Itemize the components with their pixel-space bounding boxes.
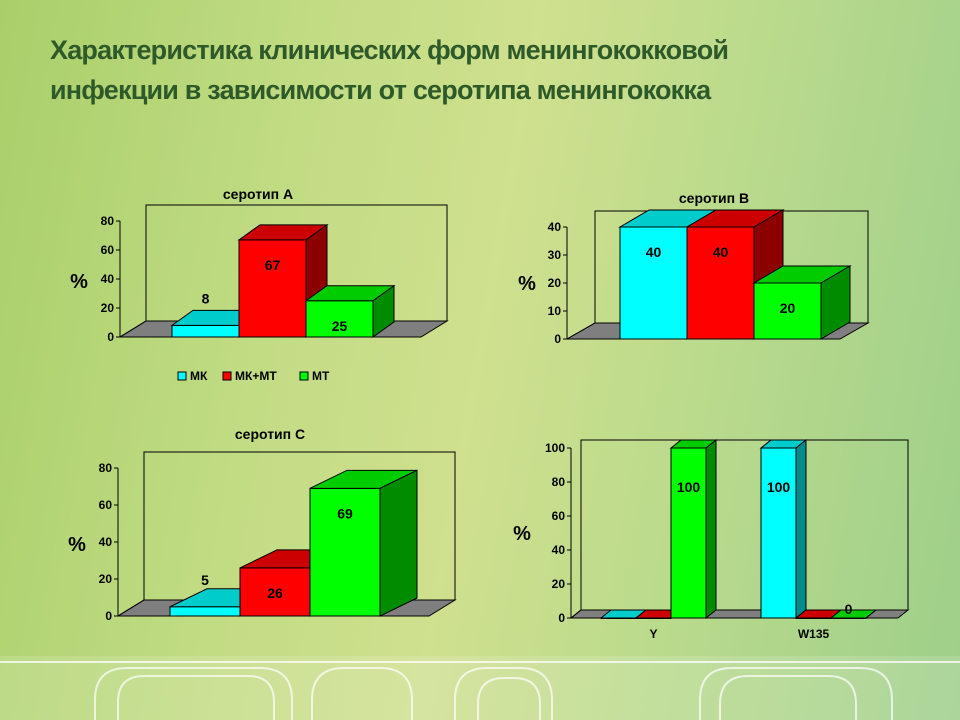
bar [239, 567, 311, 617]
y-tick-label: 60 [99, 498, 113, 512]
bar-side [865, 609, 877, 619]
bar [238, 239, 307, 338]
y-tick-label: 100 [545, 441, 565, 455]
y-tick-label: 40 [99, 535, 113, 549]
y-axis-depth [117, 599, 145, 617]
y-tick-label: 0 [105, 609, 112, 623]
bar-side [705, 438, 717, 620]
y-tick-label: 80 [101, 214, 115, 228]
data-label: 25 [332, 318, 348, 334]
y-tick-label: 60 [101, 243, 115, 257]
title-line-1: Характеристика клинических форм менингок… [50, 35, 729, 65]
y-tick-label: 40 [101, 272, 115, 286]
y-axis-label: % [68, 534, 86, 556]
y-axis-depth [566, 322, 596, 340]
y-tick-label: 80 [99, 461, 113, 475]
y-tick-label: 30 [548, 248, 562, 262]
bar [760, 447, 797, 619]
chart-title: серотип В [679, 190, 749, 206]
chart-serotype-c: 0 20 40 60 80 серотип С% 5 26 69 [68, 426, 457, 623]
page-title: Характеристика клинических форм менингок… [50, 30, 910, 110]
y-tick-label: 60 [552, 509, 566, 523]
legend-swatch [222, 371, 232, 381]
bar [305, 300, 374, 338]
y-axis-label: % [518, 273, 536, 295]
x-tick-label: Y [649, 627, 657, 641]
chart-serotypes-y-w135: 0 20 40 60 80 100% 100 Y 100 0 W135 [513, 438, 910, 641]
data-label: 0 [845, 601, 853, 617]
legend-label: МТ [312, 369, 330, 383]
y-tick-label: 0 [554, 332, 561, 346]
y-axis-label: % [70, 271, 88, 293]
y-tick-label: 20 [101, 301, 115, 315]
bar-side [820, 265, 851, 340]
x-tick-label: W135 [798, 627, 830, 641]
bar [309, 487, 381, 617]
data-label: 40 [713, 244, 729, 260]
title-line-2: инфекции в зависимости от серотипа менин… [50, 75, 711, 105]
legend-label: МК+МТ [235, 369, 277, 383]
y-axis-depth [119, 320, 147, 338]
data-label: 100 [767, 479, 791, 495]
y-tick-label: 20 [552, 577, 566, 591]
y-tick-label: 10 [548, 304, 562, 318]
y-tick-label: 0 [107, 330, 114, 344]
chart-title: серотип А [223, 186, 293, 202]
y-tick-label: 20 [99, 572, 113, 586]
data-label: 20 [780, 300, 796, 316]
legend-swatch [299, 371, 309, 381]
data-label: 5 [201, 572, 209, 588]
data-label: 40 [646, 244, 662, 260]
y-axis-depth [570, 609, 582, 619]
bar-side [379, 469, 418, 617]
y-tick-label: 80 [552, 475, 566, 489]
bar [686, 226, 755, 340]
data-label: 26 [267, 585, 283, 601]
bar [670, 447, 707, 619]
chart-serotype-b: 0 10 20 30 40 серотип В% 40 40 20 [518, 190, 870, 346]
chart-serotype-a: 0 20 40 60 80 серотип А% 8 67 25 МК МК+МТ МТ [70, 186, 449, 383]
bar [619, 226, 688, 340]
data-label: 8 [202, 290, 210, 306]
y-tick-label: 40 [552, 543, 566, 557]
y-tick-label: 40 [548, 220, 562, 234]
y-axis-label: % [513, 523, 531, 545]
data-label: 67 [265, 257, 281, 273]
chart-title: серотип С [235, 426, 305, 442]
y-tick-label: 20 [548, 276, 562, 290]
bar-side [372, 284, 395, 338]
legend-swatch [177, 371, 187, 381]
data-label: 69 [337, 505, 353, 521]
data-label: 100 [677, 479, 701, 495]
y-tick-label: 0 [558, 611, 565, 625]
legend-label: МК [190, 369, 208, 383]
